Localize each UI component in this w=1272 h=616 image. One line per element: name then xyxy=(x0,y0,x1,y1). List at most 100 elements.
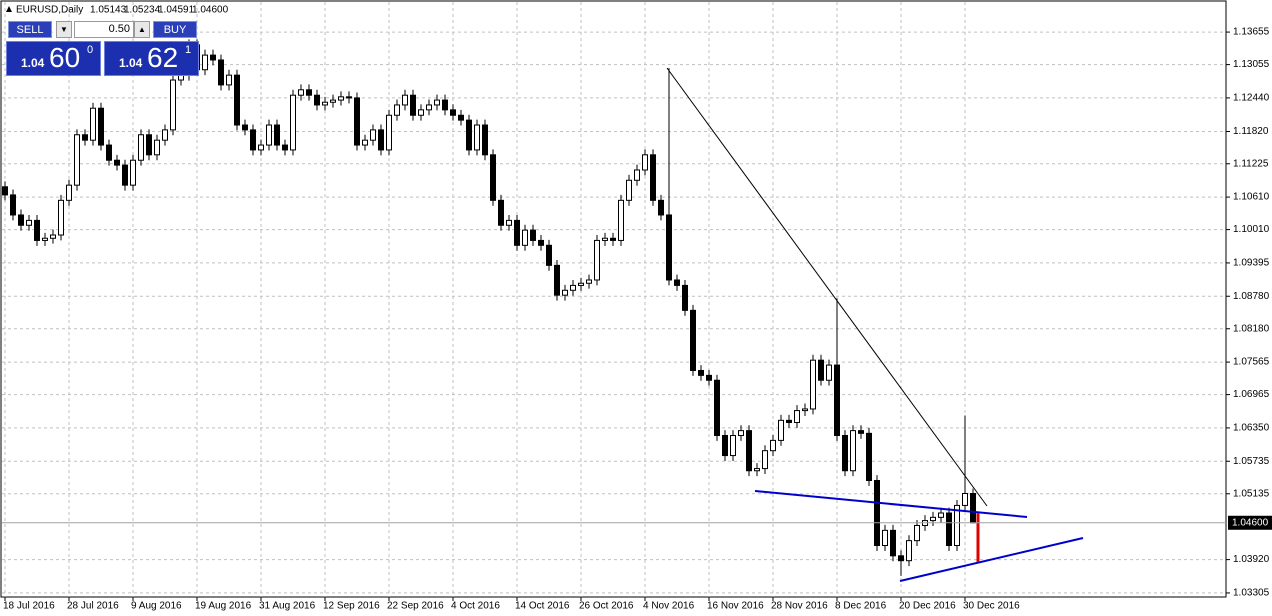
candle-body xyxy=(202,54,208,71)
drawn-objects xyxy=(666,67,1084,582)
candle-body xyxy=(362,139,368,146)
candle-body xyxy=(2,186,8,196)
candle-body xyxy=(226,74,232,86)
bid-pips: 60 xyxy=(49,42,81,73)
candle-body xyxy=(602,237,608,241)
lot-decrease[interactable]: ▼ xyxy=(56,21,72,38)
candle-body xyxy=(114,159,120,166)
ask-fraction: 1 xyxy=(185,44,192,56)
axis-layer: 1.13655 1.13055 1.12440 1.11820 1.11225 1.106… xyxy=(2,27,1272,612)
buy-button[interactable]: BUY xyxy=(153,21,197,38)
candle-body xyxy=(418,109,424,116)
y-tick-label: 1.09395 xyxy=(1233,258,1270,269)
candle-body xyxy=(282,144,288,151)
y-tick-label: 1.11820 xyxy=(1233,126,1269,137)
y-tick-label: 1.08180 xyxy=(1233,323,1270,334)
collapse-icon[interactable] xyxy=(6,6,12,12)
ohlc-low: 1.04591 xyxy=(158,5,195,16)
x-tick-label: 28 Jul 2016 xyxy=(67,601,119,612)
candle-body xyxy=(522,229,528,246)
candle-body xyxy=(754,468,760,472)
candle-body xyxy=(498,199,504,226)
candle-body xyxy=(394,104,400,116)
candle-body xyxy=(378,129,384,151)
candle-body xyxy=(714,379,720,437)
candle-body xyxy=(490,154,496,201)
candle-body xyxy=(306,89,312,96)
x-tick-label: 9 Aug 2016 xyxy=(131,601,182,612)
candle-body xyxy=(250,129,256,151)
candle-body xyxy=(970,492,976,524)
x-tick-label: 19 Aug 2016 xyxy=(195,601,252,612)
candle-body xyxy=(290,94,296,151)
y-tick-label: 1.10010 xyxy=(1233,224,1270,235)
candle-body xyxy=(882,529,888,547)
ask-prefix: 1.04 xyxy=(119,56,143,70)
candle-body xyxy=(682,284,688,311)
y-tick-label: 1.06965 xyxy=(1233,389,1270,400)
candle-body xyxy=(530,229,536,241)
y-tick-label: 1.07565 xyxy=(1233,357,1270,368)
ask-quote[interactable]: 1.04 62 1 xyxy=(104,41,199,76)
candle-body xyxy=(786,419,792,424)
x-tick-label: 4 Oct 2016 xyxy=(451,601,500,612)
bid-quote[interactable]: 1.04 60 0 xyxy=(6,41,101,76)
candle-body xyxy=(850,430,856,472)
candle-body xyxy=(106,144,112,161)
candle-body xyxy=(818,359,824,381)
candle-body xyxy=(770,439,776,452)
y-tick-label: 1.08780 xyxy=(1233,291,1270,302)
candle-body xyxy=(690,309,696,371)
candle-body xyxy=(626,179,632,201)
candle-body xyxy=(210,54,216,61)
x-tick-label: 14 Oct 2016 xyxy=(515,601,570,612)
candle-body xyxy=(458,114,464,121)
candle-body xyxy=(338,96,344,101)
candle-body xyxy=(18,214,24,226)
candle-body xyxy=(762,450,768,470)
current-price-box xyxy=(1228,515,1272,530)
candle-body xyxy=(170,79,176,131)
candle-body xyxy=(218,59,224,86)
candle-body xyxy=(562,289,568,296)
candle-body xyxy=(50,234,56,239)
candle-body xyxy=(34,219,40,241)
x-tick-label: 30 Dec 2016 xyxy=(963,601,1020,612)
plot-area xyxy=(0,0,1227,598)
lot-input[interactable]: 0.50 xyxy=(74,21,134,38)
candle-body xyxy=(82,134,88,141)
y-tick-label: 1.05735 xyxy=(1233,456,1270,467)
candle-body xyxy=(234,74,240,126)
trend-line xyxy=(666,67,988,507)
candle-body xyxy=(890,529,896,557)
y-tick-label: 1.05135 xyxy=(1233,488,1270,499)
candle-body xyxy=(274,124,280,146)
candle-body xyxy=(706,374,712,381)
candle-body xyxy=(666,214,672,281)
candle-body xyxy=(402,94,408,106)
candle-body xyxy=(146,134,152,156)
candle-body xyxy=(346,96,352,99)
candle-body xyxy=(506,219,512,226)
candle-body xyxy=(258,144,264,151)
ohlc-open: 1.05143 xyxy=(90,5,127,16)
sell-button[interactable]: SELL xyxy=(8,21,52,38)
lot-increase[interactable]: ▲ xyxy=(134,21,150,38)
x-tick-label: 31 Aug 2016 xyxy=(259,601,316,612)
x-tick-label: 22 Sep 2016 xyxy=(387,601,444,612)
candle-body xyxy=(658,199,664,216)
bid-prefix: 1.04 xyxy=(21,56,45,70)
candle-body xyxy=(674,279,680,286)
candle-body xyxy=(482,124,488,156)
current-price-label: 1.04600 xyxy=(1232,517,1269,528)
y-tick-label: 1.13655 xyxy=(1233,27,1270,38)
candle-body xyxy=(946,512,952,547)
x-tick-label: 20 Dec 2016 xyxy=(899,601,956,612)
candle-body xyxy=(834,364,840,437)
candle-body xyxy=(826,364,832,381)
candle-body xyxy=(634,169,640,181)
candle-body xyxy=(842,435,848,472)
trend-line xyxy=(899,537,1084,582)
